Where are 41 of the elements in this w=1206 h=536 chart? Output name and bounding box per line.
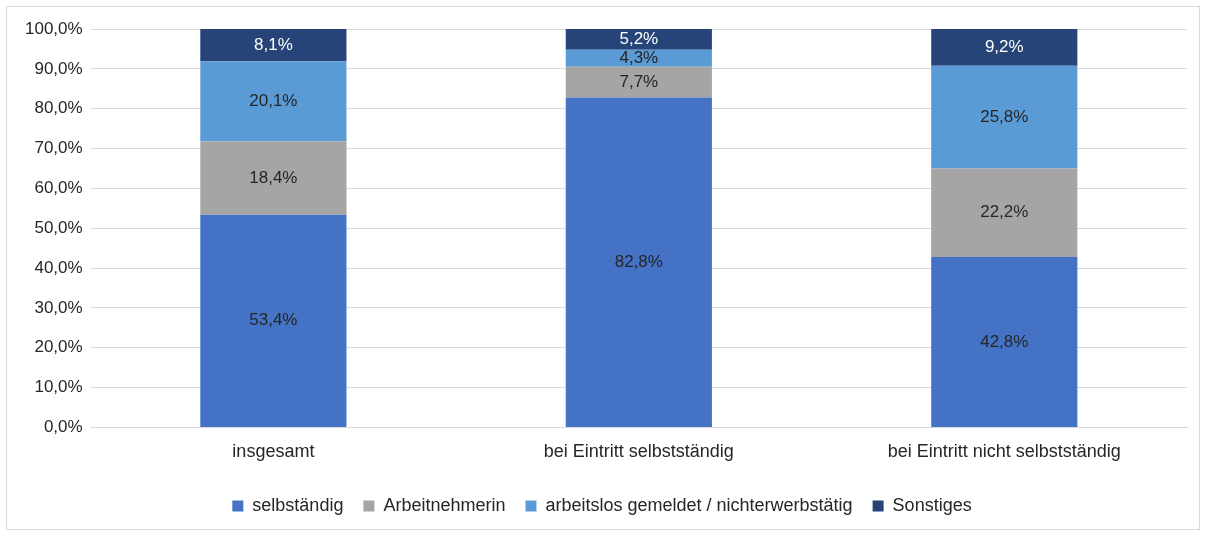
data-label: 25,8% bbox=[980, 106, 1029, 126]
data-label: 7,7% bbox=[619, 71, 659, 91]
bar bbox=[931, 256, 1078, 427]
data-label: 5,2% bbox=[619, 29, 659, 49]
bar bbox=[200, 29, 347, 62]
data-label: 22,2% bbox=[980, 202, 1029, 222]
bar bbox=[565, 66, 712, 98]
y-tick-label: 10,0% bbox=[34, 377, 83, 397]
y-tick-label: 60,0% bbox=[34, 178, 83, 198]
data-label: 18,4% bbox=[249, 167, 298, 187]
y-tick-label: 40,0% bbox=[34, 257, 83, 277]
bar bbox=[200, 141, 347, 215]
bar bbox=[931, 29, 1078, 66]
data-label: 4,3% bbox=[619, 47, 659, 67]
bar bbox=[565, 29, 712, 50]
data-label: 53,4% bbox=[249, 310, 298, 330]
legend-label: arbeitslos gemeldet / nichterwerbstätig bbox=[545, 494, 853, 515]
y-tick-label: 20,0% bbox=[34, 337, 83, 357]
bar bbox=[200, 214, 347, 427]
bar bbox=[931, 168, 1078, 257]
data-label: 9,2% bbox=[984, 37, 1024, 57]
y-tick-label: 0,0% bbox=[43, 417, 83, 437]
x-tick-label: bei Eintritt nicht selbstständig bbox=[887, 441, 1121, 462]
y-tick-label: 90,0% bbox=[34, 58, 83, 78]
y-tick-label: 100,0% bbox=[24, 18, 83, 38]
data-label: 42,8% bbox=[980, 331, 1029, 351]
data-label: 20,1% bbox=[249, 91, 298, 110]
data-label: 8,1% bbox=[254, 34, 293, 54]
x-tick-label: bei Eintritt selbstständig bbox=[543, 441, 734, 462]
legend-label: Sonstiges bbox=[892, 494, 972, 515]
bar bbox=[565, 97, 712, 427]
bar bbox=[931, 65, 1078, 169]
data-label: 82,8% bbox=[614, 251, 663, 271]
y-tick-label: 30,0% bbox=[34, 297, 83, 317]
y-tick-label: 70,0% bbox=[34, 138, 83, 158]
bar bbox=[200, 61, 347, 142]
legend-label: selbständig bbox=[252, 494, 344, 515]
y-tick-label: 80,0% bbox=[34, 98, 83, 118]
y-tick-label: 50,0% bbox=[34, 217, 83, 237]
legend-label: Arbeitnehmerin bbox=[383, 494, 506, 515]
x-tick-label: insgesamt bbox=[232, 441, 315, 462]
